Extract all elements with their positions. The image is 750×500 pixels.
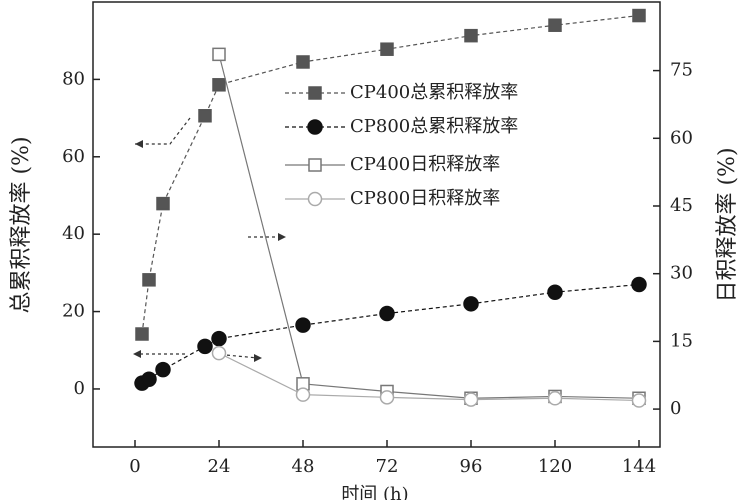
point: [463, 296, 479, 312]
legend-label: CP800日积释放率: [350, 188, 500, 209]
y2-tick-label: 15: [670, 330, 693, 351]
y-tick-label: 0: [74, 378, 85, 399]
point: [548, 18, 562, 32]
x-tick-label: 96: [460, 456, 483, 477]
x-tick-label: 120: [538, 456, 572, 477]
point: [135, 327, 149, 341]
series-line: [141, 14, 640, 335]
point: [631, 276, 647, 293]
point: [212, 78, 226, 92]
point: [212, 47, 226, 62]
point: [464, 28, 478, 43]
point: [156, 196, 170, 211]
legend-marker: [307, 119, 323, 135]
point: [379, 305, 395, 322]
series-line: [218, 352, 640, 402]
x-tick-label: 0: [129, 456, 140, 477]
point: [547, 284, 563, 300]
point: [197, 338, 213, 355]
y-tick-label: 40: [62, 223, 85, 244]
y-axis-label: 总累积释放率 (%): [9, 136, 34, 313]
y2-tick-label: 0: [670, 398, 681, 419]
x-tick-label: 72: [376, 456, 399, 477]
y-tick-label: 60: [62, 146, 85, 167]
y2-tick-label: 60: [670, 127, 693, 148]
point: [379, 390, 395, 405]
y-tick-label: 20: [62, 301, 85, 322]
y-tick-label: 80: [62, 68, 85, 89]
y2-axis-label: 日积释放率 (%): [715, 147, 740, 302]
y2-tick-label: 75: [670, 60, 693, 81]
point: [380, 42, 394, 56]
x-axis-label: 时间 (h): [341, 484, 408, 500]
series-line: [141, 283, 640, 384]
arrows: [133, 117, 286, 362]
point: [463, 392, 479, 407]
y2-tick-label: 45: [670, 195, 693, 216]
legend-marker: [307, 191, 323, 207]
legend-label: CP400总累积释放率: [350, 82, 518, 103]
point: [211, 345, 227, 361]
x-tick-label: 48: [292, 456, 315, 477]
point: [155, 361, 171, 378]
x-tick-label: 144: [622, 456, 656, 477]
y2-tick-label: 30: [670, 263, 693, 284]
series-line: [218, 54, 640, 399]
legend-label: CP800总累积释放率: [350, 116, 518, 137]
point: [631, 393, 647, 408]
plot-frame: [92, 1, 661, 448]
point: [295, 387, 311, 402]
point: [198, 109, 212, 123]
point: [141, 371, 157, 388]
point: [632, 8, 646, 23]
point: [295, 317, 311, 333]
x-tick-label: 24: [208, 456, 231, 477]
legend-label: CP400日积释放率: [350, 154, 500, 175]
legend-marker: [308, 86, 322, 100]
legend-marker: [308, 158, 322, 172]
point: [547, 391, 563, 406]
point: [211, 330, 227, 347]
point: [296, 55, 310, 69]
point: [142, 273, 156, 287]
